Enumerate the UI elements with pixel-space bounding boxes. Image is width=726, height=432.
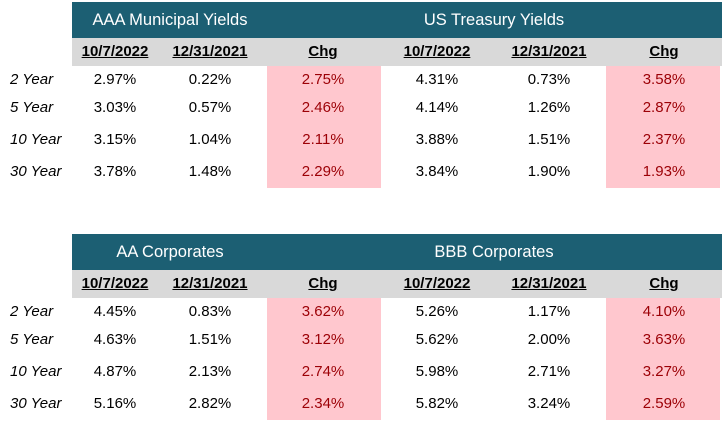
- change-cell: 3.12%: [301, 331, 345, 348]
- change-cell: 1.93%: [642, 163, 686, 180]
- column-header-row: 10/7/2022 12/31/2021 Chg 10/7/2022 12/31/202…: [72, 38, 722, 66]
- yield-cell: 2.13%: [188, 363, 232, 380]
- yield-cell: 4.87%: [93, 363, 137, 380]
- group-title: AAA Municipal Yields: [92, 11, 248, 29]
- row-label: 10 Year: [10, 363, 62, 380]
- yield-cell: 2.00%: [527, 331, 571, 348]
- column-header: 10/7/2022: [403, 43, 471, 60]
- yield-cell: 3.15%: [93, 131, 137, 148]
- yield-cell: 1.90%: [527, 163, 571, 180]
- yield-cell: 5.82%: [415, 395, 459, 412]
- change-column-highlight: [606, 298, 720, 420]
- change-cell: 2.87%: [642, 99, 686, 116]
- column-header: 10/7/2022: [403, 275, 471, 292]
- row-label: 10 Year: [10, 131, 62, 148]
- yield-cell: 3.24%: [527, 395, 571, 412]
- yield-cell: 0.73%: [527, 71, 571, 88]
- change-cell: 3.27%: [642, 363, 686, 380]
- yield-cell: 5.26%: [415, 303, 459, 320]
- change-cell: 2.34%: [301, 395, 345, 412]
- yield-cell: 5.16%: [93, 395, 137, 412]
- yield-cell: 2.71%: [527, 363, 571, 380]
- yield-cell: 5.62%: [415, 331, 459, 348]
- row-label: 30 Year: [10, 163, 62, 180]
- column-header: 12/31/2021: [511, 275, 587, 292]
- change-cell: 4.10%: [642, 303, 686, 320]
- column-header: Chg: [649, 275, 679, 292]
- column-header: 10/7/2022: [81, 43, 149, 60]
- column-header: Chg: [308, 275, 338, 292]
- change-column-highlight: [606, 66, 720, 188]
- yield-cell: 4.31%: [415, 71, 459, 88]
- yield-cell: 1.48%: [188, 163, 232, 180]
- yield-cell: 1.17%: [527, 303, 571, 320]
- yield-cell: 3.03%: [93, 99, 137, 116]
- column-header: 12/31/2021: [172, 275, 248, 292]
- yield-cell: 3.78%: [93, 163, 137, 180]
- column-header: 12/31/2021: [511, 43, 587, 60]
- group-title: US Treasury Yields: [423, 11, 565, 29]
- yield-cell: 5.98%: [415, 363, 459, 380]
- change-cell: 3.62%: [301, 303, 345, 320]
- change-cell: 2.74%: [301, 363, 345, 380]
- change-cell: 2.46%: [301, 99, 345, 116]
- group-title: BBB Corporates: [434, 243, 554, 261]
- yield-cell: 1.51%: [188, 331, 232, 348]
- row-label: 2 Year: [10, 303, 54, 320]
- yield-cell: 0.57%: [188, 99, 232, 116]
- yield-cell: 4.63%: [93, 331, 137, 348]
- row-label: 5 Year: [10, 99, 54, 116]
- yield-cell: 2.97%: [93, 71, 137, 88]
- yield-table-2: AA Corporates BBB Corporates 10/7/2022 12/3…: [0, 232, 726, 432]
- yield-cell: 2.82%: [188, 395, 232, 412]
- change-cell: 2.75%: [301, 71, 345, 88]
- change-column-highlight: [267, 66, 381, 188]
- table-group-header: AAA Municipal Yields US Treasury Yields: [72, 2, 722, 38]
- row-label: 2 Year: [10, 71, 54, 88]
- yield-cell: 3.88%: [415, 131, 459, 148]
- yield-table-1: AAA Municipal Yields US Treasury Yields 10…: [0, 0, 726, 200]
- column-header: 10/7/2022: [81, 275, 149, 292]
- yield-cell: 1.51%: [527, 131, 571, 148]
- yield-cell: 1.26%: [527, 99, 571, 116]
- row-label: 30 Year: [10, 395, 62, 412]
- table-group-header: AA Corporates BBB Corporates: [72, 234, 722, 270]
- column-header: Chg: [649, 43, 679, 60]
- yield-cell: 0.22%: [188, 71, 232, 88]
- change-column-highlight: [267, 298, 381, 420]
- change-cell: 2.29%: [301, 163, 345, 180]
- yield-cell: 1.04%: [188, 131, 232, 148]
- change-cell: 2.11%: [302, 131, 344, 148]
- row-label: 5 Year: [10, 331, 54, 348]
- yield-cell: 3.84%: [415, 163, 459, 180]
- change-cell: 3.58%: [642, 71, 686, 88]
- yield-cell: 4.45%: [93, 303, 137, 320]
- yield-cell: 0.83%: [188, 303, 232, 320]
- column-header-row: 10/7/2022 12/31/2021 Chg 10/7/2022 12/31/202…: [72, 270, 722, 298]
- change-cell: 3.63%: [642, 331, 686, 348]
- column-header: 12/31/2021: [172, 43, 248, 60]
- yield-cell: 4.14%: [415, 99, 459, 116]
- group-title: AA Corporates: [116, 243, 224, 261]
- change-cell: 2.37%: [642, 131, 686, 148]
- column-header: Chg: [308, 43, 338, 60]
- change-cell: 2.59%: [642, 395, 686, 412]
